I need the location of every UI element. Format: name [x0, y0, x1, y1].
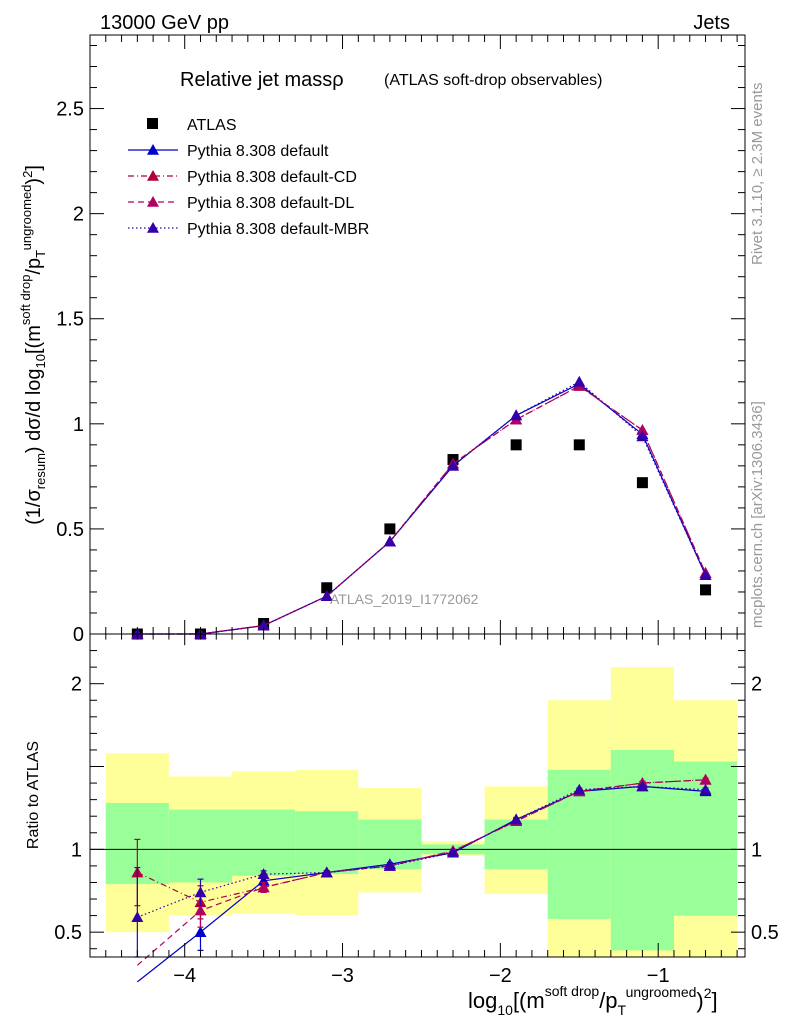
legend-label: Pythia 8.308 default-MBR — [187, 221, 369, 238]
x-tick-label: −2 — [489, 965, 512, 987]
ratio-point — [194, 886, 207, 898]
ratio-point — [573, 783, 586, 795]
main-frame: 0 0.5 1 1.5 2 2.5 — [56, 34, 746, 646]
main-y-tick-label: 1.5 — [56, 309, 84, 331]
ratio-y-tick-label: 2 — [71, 674, 82, 696]
ratio-point — [447, 846, 460, 858]
band-inner-bin — [232, 809, 296, 876]
ratio-point — [636, 780, 649, 792]
ratio-series — [131, 773, 712, 983]
jets-label: Jets — [693, 12, 730, 34]
series-point — [636, 424, 649, 435]
ratio-y-tick-label-right: 2 — [751, 674, 762, 696]
ratio-point — [699, 773, 712, 785]
series-line — [137, 381, 707, 635]
series-point — [510, 409, 523, 421]
analysis-label: ATLAS_2019_I1772062 — [330, 591, 479, 607]
series-point — [573, 375, 586, 387]
x-tick-label: −3 — [331, 965, 354, 987]
series-point — [447, 459, 460, 471]
ratio-point — [510, 813, 523, 825]
main-y-tick-label: 1 — [73, 414, 84, 436]
data-point-atlas — [700, 584, 712, 596]
ratio-point — [383, 859, 396, 871]
ratio-y-tick-label-right: 0.5 — [751, 922, 779, 944]
data-point-atlas — [510, 439, 522, 451]
series-point — [636, 430, 649, 442]
series-point — [699, 569, 712, 580]
legend-marker-triangle — [147, 170, 159, 181]
legend-marker-square — [147, 118, 158, 129]
ratio-line — [136, 779, 706, 966]
chart-title: Relative jet massρ — [180, 69, 344, 91]
ratio-point — [194, 904, 207, 916]
x-tick-label: −1 — [647, 965, 670, 987]
main-y-tick-label: 0.5 — [56, 519, 84, 541]
main-y-tick-label: 2 — [73, 204, 84, 226]
series-point — [320, 590, 333, 601]
ratio-point — [257, 868, 270, 879]
rivet-version-label: Rivet 3.1.10, ≥ 2.3M events — [749, 83, 766, 266]
ratio-point — [320, 866, 333, 878]
ratio-point — [699, 783, 712, 795]
energy-label: 13000 GeV pp — [100, 12, 229, 34]
legend-marker-triangle — [147, 222, 159, 233]
data-point-atlas — [636, 477, 648, 489]
ratio-line — [137, 785, 706, 918]
series-point — [257, 619, 270, 631]
legend-marker-triangle — [147, 144, 159, 155]
band-inner-bin — [484, 819, 548, 870]
main-y-tick-label: 0 — [73, 624, 84, 646]
ratio-point — [194, 926, 207, 937]
data-point-atlas — [384, 523, 396, 535]
ratio-y-tick-label-right: 1 — [751, 839, 762, 861]
legend-label: ATLAS — [187, 117, 237, 134]
band-inner-bin — [295, 811, 359, 875]
x-axis-label: log10[(msoft drop/pTungroomed)2] — [468, 983, 718, 1018]
ratio-point — [257, 881, 270, 893]
band-inner-bin — [168, 809, 233, 883]
series-point — [383, 535, 396, 547]
legend-marker-triangle — [147, 196, 159, 207]
ratio-panel-frame — [89, 633, 746, 958]
legend-label: Pythia 8.308 default-DL — [187, 195, 354, 212]
ratio-frame: −4 −3 −2 −1 0.5 0.5 1 1 2 2 — [54, 633, 779, 987]
legend: ATLAS Pythia 8.308 default Pythia 8.308 de… — [128, 117, 369, 238]
data-point-atlas — [321, 582, 333, 594]
main-y-tick-label: 2.5 — [56, 99, 84, 121]
ratio-y-axis-label: Ratio to ATLAS — [25, 741, 42, 849]
x-tick-label: −4 — [173, 965, 196, 987]
chart-subtitle: (ATLAS soft-drop observables) — [384, 72, 602, 89]
ratio-y-tick-label: 1 — [71, 839, 82, 861]
source-label: mcplots.cern.ch [arXiv:1306.3436] — [749, 401, 766, 628]
legend-label: Pythia 8.308 default — [187, 143, 329, 160]
ratio-point — [131, 911, 144, 923]
data-point-atlas — [573, 439, 585, 451]
main-y-axis-label: (1/σresum) dσ/d log10[(msoft drop/pTungr… — [18, 165, 48, 525]
legend-label: Pythia 8.308 default-CD — [187, 169, 357, 186]
ratio-y-tick-label: 0.5 — [54, 922, 82, 944]
